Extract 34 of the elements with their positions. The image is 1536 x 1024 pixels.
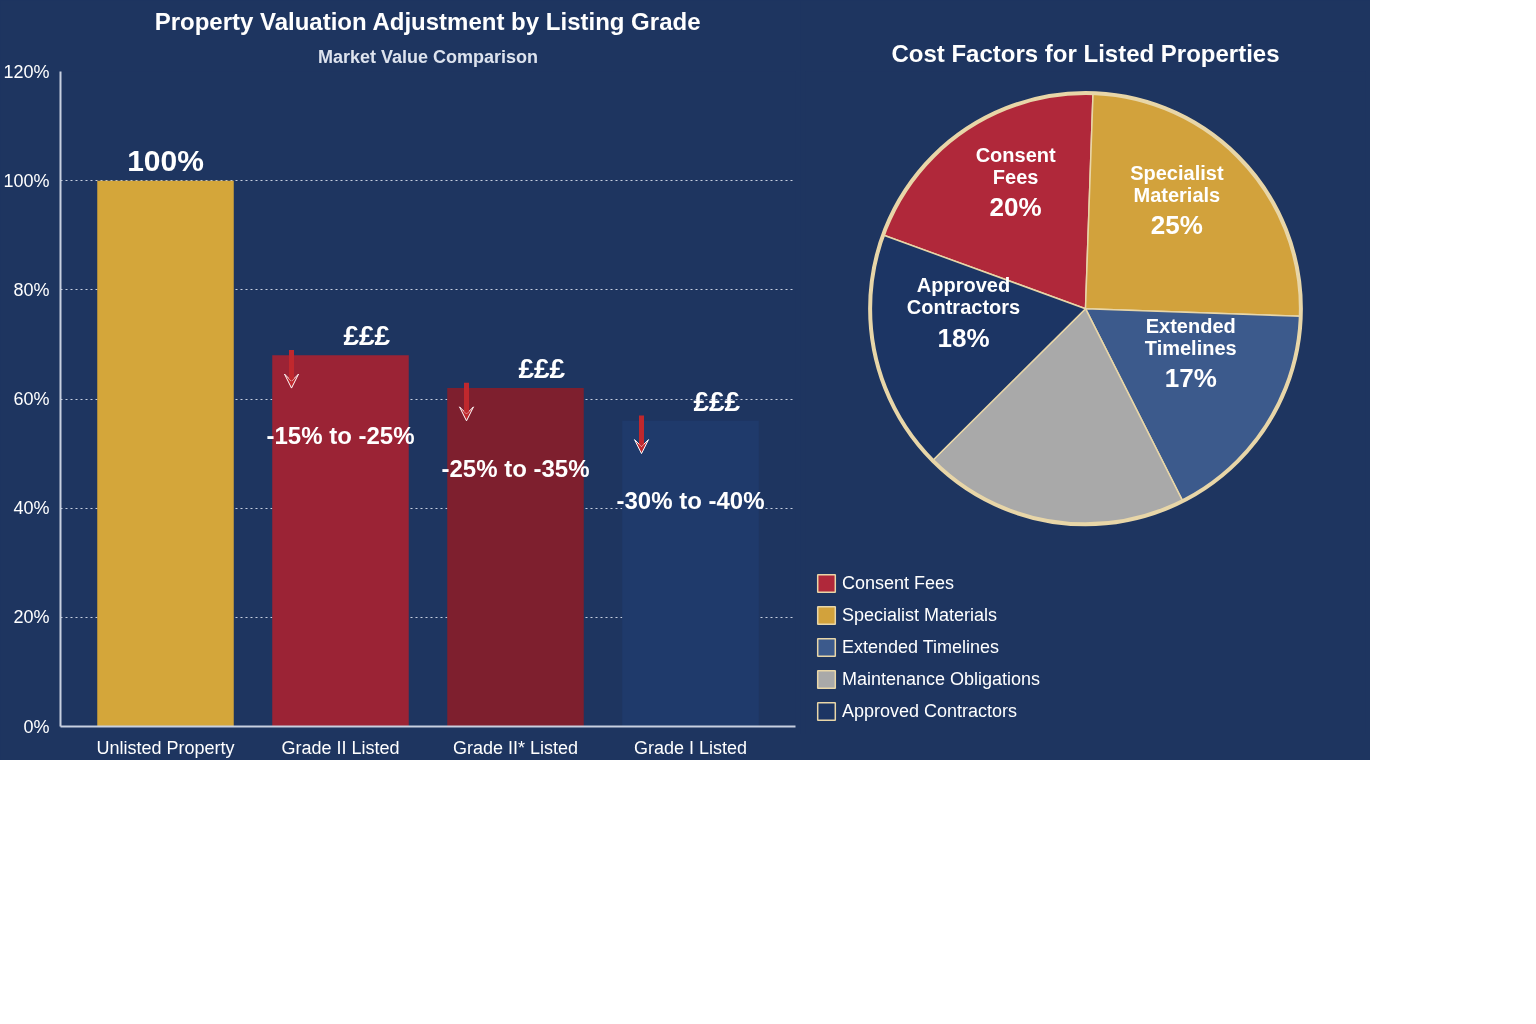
chart-title: Property Valuation Adjustment by Listing Grade (154, 7, 701, 35)
legend-label: Approved Contractors (842, 700, 1018, 722)
annotation: £££ (693, 385, 741, 417)
legend-label: Extended Timelines (842, 636, 1000, 658)
y-tick-label: 120% (3, 61, 50, 82)
y-tick-label: 20% (13, 607, 50, 628)
x-tick-label: Unlisted Property (96, 737, 235, 758)
data-label: 100% (127, 143, 204, 177)
slice-label: Approved Contractors (906, 274, 1021, 319)
slice-label: Consent Fees (975, 143, 1056, 188)
slice-label: Extended Timelines (1144, 314, 1237, 359)
data-label: 17% (1164, 363, 1217, 394)
y-tick-label: 0% (23, 716, 50, 737)
y-tick-label: 100% (3, 170, 50, 191)
legend-label: Consent Fees (842, 572, 955, 594)
x-tick-label: Grade I Listed (633, 737, 748, 758)
y-tick-label: 80% (13, 279, 50, 300)
chart-subtitle: Market Value Comparison (317, 46, 539, 67)
data-label: 20% (989, 192, 1042, 223)
y-tick-label: 40% (13, 498, 50, 519)
slice-label: Specialist Materials (1130, 162, 1224, 207)
annotation: -30% to -40% (616, 487, 765, 515)
y-tick-label: 60% (13, 389, 50, 409)
annotation: £££ (518, 353, 566, 385)
x-tick-label: Grade II* Listed (452, 737, 579, 758)
annotation: -25% to -35% (441, 454, 590, 482)
legend-label: Maintenance Obligations (842, 668, 1041, 690)
x-tick-label: Grade II Listed (281, 737, 400, 758)
chart-title: Cost Factors for Listed Properties (891, 39, 1280, 67)
legend-label: Specialist Materials (842, 604, 998, 626)
annotation: £££ (343, 320, 391, 352)
bar (97, 180, 234, 727)
data-label: 18% (937, 322, 990, 353)
data-label: 25% (1150, 210, 1203, 241)
